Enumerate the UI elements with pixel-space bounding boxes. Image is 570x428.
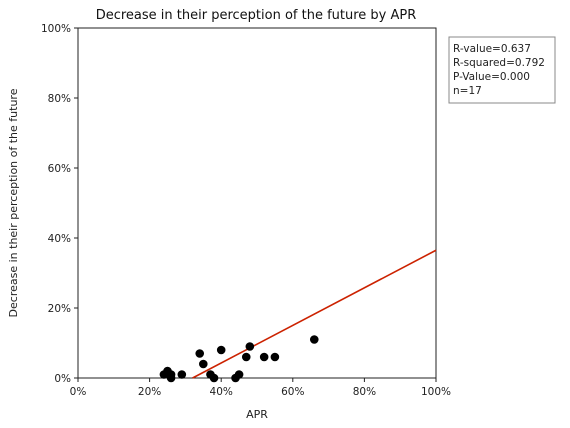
x-axis: 0% 20% 40% 60% 80% 100% bbox=[70, 378, 451, 398]
stats-r-squared: R-squared=0.792 bbox=[453, 57, 545, 69]
data-point bbox=[209, 373, 219, 383]
y-tick-label: 0% bbox=[54, 373, 71, 385]
data-point bbox=[177, 370, 187, 379]
x-tick-label: 60% bbox=[281, 386, 304, 398]
data-point bbox=[199, 359, 208, 369]
data-point bbox=[309, 335, 319, 344]
x-tick-label: 40% bbox=[210, 386, 233, 398]
data-point bbox=[259, 352, 269, 362]
data-points bbox=[159, 335, 319, 383]
data-point bbox=[270, 352, 280, 362]
x-axis-label: APR bbox=[246, 408, 268, 421]
y-tick-label: 20% bbox=[48, 303, 71, 315]
stats-r-value: R-value=0.637 bbox=[453, 43, 531, 55]
data-point bbox=[241, 352, 251, 362]
data-point bbox=[216, 345, 226, 355]
x-tick-label: 100% bbox=[421, 386, 451, 398]
y-tick-label: 80% bbox=[48, 93, 71, 105]
data-point bbox=[245, 342, 255, 351]
y-tick-label: 40% bbox=[48, 233, 71, 245]
x-tick-label: 80% bbox=[353, 386, 376, 398]
data-point bbox=[234, 370, 244, 379]
stats-p-value: P-Value=0.000 bbox=[453, 71, 530, 83]
chart-title: Decrease in their perception of the futu… bbox=[96, 8, 417, 23]
y-axis-label: Decrease in their perception of the futu… bbox=[7, 88, 20, 317]
y-tick-label: 100% bbox=[41, 23, 71, 35]
stats-box: R-value=0.637 R-squared=0.792 P-Value=0.… bbox=[448, 36, 556, 104]
plot-frame bbox=[77, 27, 437, 379]
x-tick-label: 0% bbox=[70, 386, 87, 398]
data-point bbox=[195, 349, 205, 358]
data-point bbox=[166, 373, 176, 383]
x-tick-label: 20% bbox=[138, 386, 161, 398]
stats-n: n=17 bbox=[453, 85, 482, 97]
y-axis: 0% 20% 40% 60% 80% 100% bbox=[41, 23, 78, 385]
y-tick-label: 60% bbox=[48, 163, 71, 175]
stats-box-frame bbox=[448, 36, 556, 104]
trend-line bbox=[192, 249, 437, 379]
